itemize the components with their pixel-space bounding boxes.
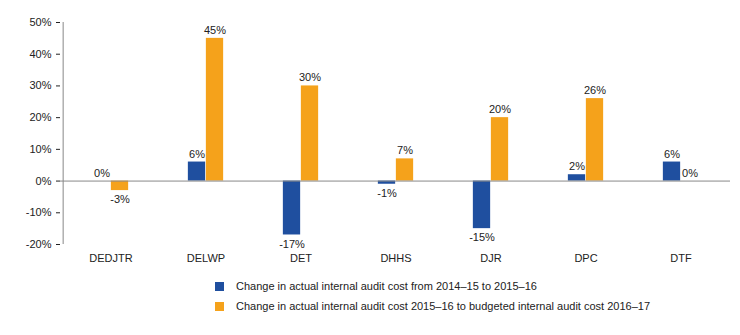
svg-text:DJR: DJR: [480, 252, 501, 264]
svg-text:30%: 30%: [29, 79, 51, 91]
svg-text:0%: 0%: [36, 175, 52, 187]
svg-text:10%: 10%: [29, 143, 51, 155]
svg-text:50%: 50%: [29, 16, 51, 28]
svg-text:20%: 20%: [489, 103, 511, 115]
html-text:Change in actual internal audi: Change in actual internal audit cost fro…: [236, 280, 537, 292]
svg-text:-3%: -3%: [110, 193, 130, 205]
svg-text:DHHS: DHHS: [380, 252, 411, 264]
svg-text:30%: 30%: [299, 71, 321, 83]
svg-text:6%: 6%: [664, 148, 680, 160]
svg-text:DET: DET: [290, 252, 312, 264]
svg-text:-1%: -1%: [377, 187, 397, 199]
svg-text:40%: 40%: [29, 48, 51, 60]
svg-text:-20%: -20%: [26, 238, 52, 250]
svg-text:45%: 45%: [204, 24, 226, 36]
svg-text:DPC: DPC: [574, 252, 597, 264]
svg-text:2%: 2%: [569, 160, 585, 172]
svg-text:-15%: -15%: [469, 231, 495, 243]
svg-text:7%: 7%: [397, 144, 413, 156]
svg-text:DTF: DTF: [670, 252, 692, 264]
svg-text:-17%: -17%: [279, 238, 305, 250]
svg-text:20%: 20%: [29, 111, 51, 123]
svg-text:26%: 26%: [584, 84, 606, 96]
svg-text:DEDJTR: DEDJTR: [89, 252, 132, 264]
svg-text:6%: 6%: [189, 148, 205, 160]
svg-text:0%: 0%: [94, 167, 110, 179]
svg-text:DELWP: DELWP: [187, 252, 225, 264]
svg-text:-10%: -10%: [26, 206, 52, 218]
html-text:Change in actual internal audi: Change in actual internal audit cost 201…: [236, 300, 650, 312]
svg-text:0%: 0%: [682, 167, 698, 179]
